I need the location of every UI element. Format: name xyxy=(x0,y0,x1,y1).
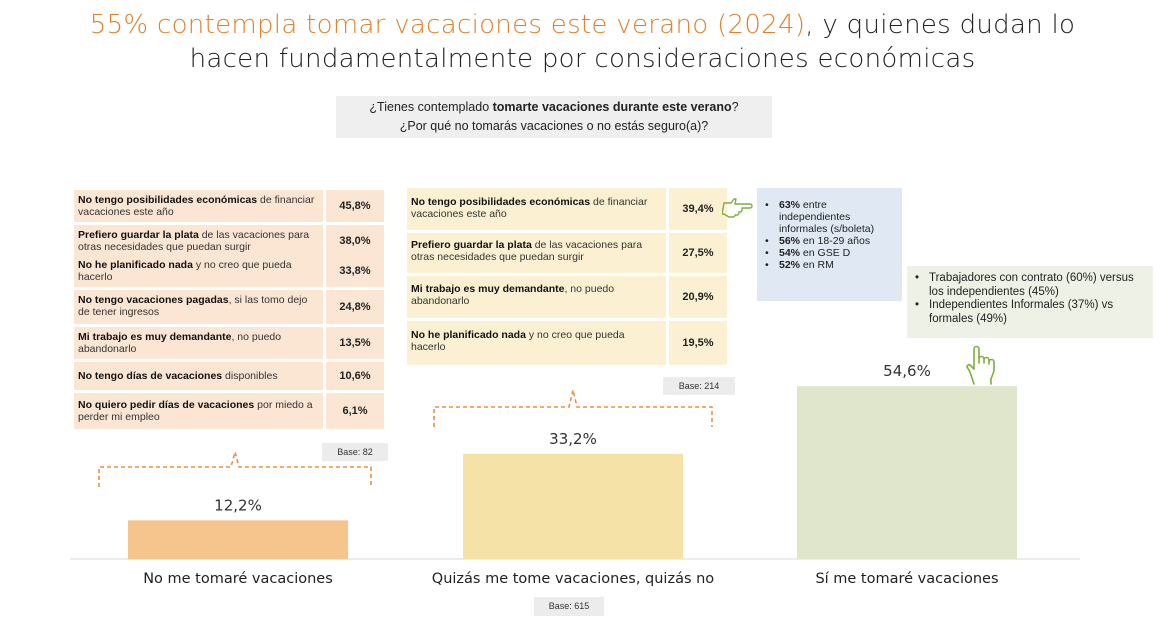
note-item: Trabajadores con contrato (60%) versus l… xyxy=(915,272,1147,299)
row-label: No tengo posibilidades económicas de fin… xyxy=(74,190,323,222)
bar-value-label: 33,2% xyxy=(549,430,597,448)
page-title: 55% contempla tomar vacaciones este vera… xyxy=(0,8,1165,76)
bar-2 xyxy=(463,453,683,559)
row-value: 24,8% xyxy=(326,290,384,324)
base-label-no: Base: 82 xyxy=(322,443,388,461)
table-row: No tengo posibilidades económicas de fin… xyxy=(407,188,727,230)
base-label-total: Base: 615 xyxy=(534,597,604,616)
category-label: Quizás me tome vacaciones, quizás no xyxy=(432,571,715,587)
base-label-maybe: Base: 214 xyxy=(663,377,735,395)
question-line1-bold: tomarte vacaciones durante este verano xyxy=(492,100,732,114)
row-label: Mi trabajo es muy demandante, no puedo a… xyxy=(407,276,666,318)
row-value: 10,6% xyxy=(326,362,384,390)
table-row: No tengo días de vacaciones disponibles … xyxy=(74,362,384,390)
bar-3 xyxy=(797,386,1017,559)
title-line2: hacen fundamentalmente por consideracion… xyxy=(189,44,976,74)
table-row: Prefiero guardar la plata de las vacacio… xyxy=(74,225,384,257)
row-value: 45,8% xyxy=(326,190,384,222)
bar-1 xyxy=(128,520,348,559)
table-row: No he planificado nada y no creo que pue… xyxy=(407,321,727,365)
row-label: No tengo vacaciones pagadas, si las tomo… xyxy=(74,290,323,324)
question-line1-post: ? xyxy=(731,100,739,114)
table-row: Prefiero guardar la plata de las vacacio… xyxy=(407,233,727,273)
hand-pointing-up-icon xyxy=(966,345,995,385)
category-label: No me tomaré vacaciones xyxy=(143,571,333,587)
category-label: Sí me tomaré vacaciones xyxy=(815,571,998,587)
row-label: No he planificado nada y no creo que pue… xyxy=(74,255,323,287)
info-item: 52% en RM xyxy=(765,259,896,271)
row-value: 13,5% xyxy=(326,327,384,359)
row-label: Prefiero guardar la plata de las vacacio… xyxy=(74,225,323,257)
row-value: 27,5% xyxy=(669,233,727,273)
table-row: No quiero pedir días de vacaciones por m… xyxy=(74,393,384,429)
table-row: No tengo posibilidades económicas de fin… xyxy=(74,190,384,222)
row-value: 20,9% xyxy=(669,276,727,318)
title-rest: , y quienes dudan lo xyxy=(805,10,1076,40)
question-line2: ¿Por qué no tomarás vacaciones o no está… xyxy=(399,119,709,133)
row-value: 38,0% xyxy=(326,225,384,257)
pointing-hand-icon xyxy=(722,198,753,218)
bar-value-label: 54,6% xyxy=(883,362,931,380)
row-value: 6,1% xyxy=(326,393,384,429)
row-label: No tengo posibilidades económicas de fin… xyxy=(407,188,666,230)
bracket-maybe xyxy=(433,389,713,427)
info-box: 63% entre independientes informales (s/b… xyxy=(757,188,902,301)
table-row: Mi trabajo es muy demandante, no puedo a… xyxy=(74,327,384,359)
question-box: ¿Tienes contemplado tomarte vacaciones d… xyxy=(336,96,772,138)
question-line1-pre: ¿Tienes contemplado xyxy=(369,100,493,114)
table-row: No he planificado nada y no creo que pue… xyxy=(74,255,384,287)
row-label: Prefiero guardar la plata de las vacacio… xyxy=(407,233,666,273)
row-value: 33,8% xyxy=(326,255,384,287)
row-label: Mi trabajo es muy demandante, no puedo a… xyxy=(74,327,323,359)
table-row: No tengo vacaciones pagadas, si las tomo… xyxy=(74,290,384,324)
info-item: 63% entre independientes informales (s/b… xyxy=(765,199,896,235)
title-highlight: 55% contempla tomar vacaciones este vera… xyxy=(89,10,806,40)
info-item: 54% en GSE D xyxy=(765,247,896,259)
bar-value-label: 12,2% xyxy=(214,496,262,514)
table-row: Mi trabajo es muy demandante, no puedo a… xyxy=(407,276,727,318)
segment-note-box: Trabajadores con contrato (60%) versus l… xyxy=(907,266,1153,338)
info-item: 56% en 18-29 años xyxy=(765,235,896,247)
row-label: No tengo días de vacaciones disponibles xyxy=(74,362,323,390)
row-value: 39,4% xyxy=(669,188,727,230)
bracket-no xyxy=(98,448,372,487)
note-item: Independientes Informales (37%) vs forma… xyxy=(915,299,1147,326)
row-label: No quiero pedir días de vacaciones por m… xyxy=(74,393,323,429)
row-value: 19,5% xyxy=(669,321,727,365)
row-label: No he planificado nada y no creo que pue… xyxy=(407,321,666,365)
